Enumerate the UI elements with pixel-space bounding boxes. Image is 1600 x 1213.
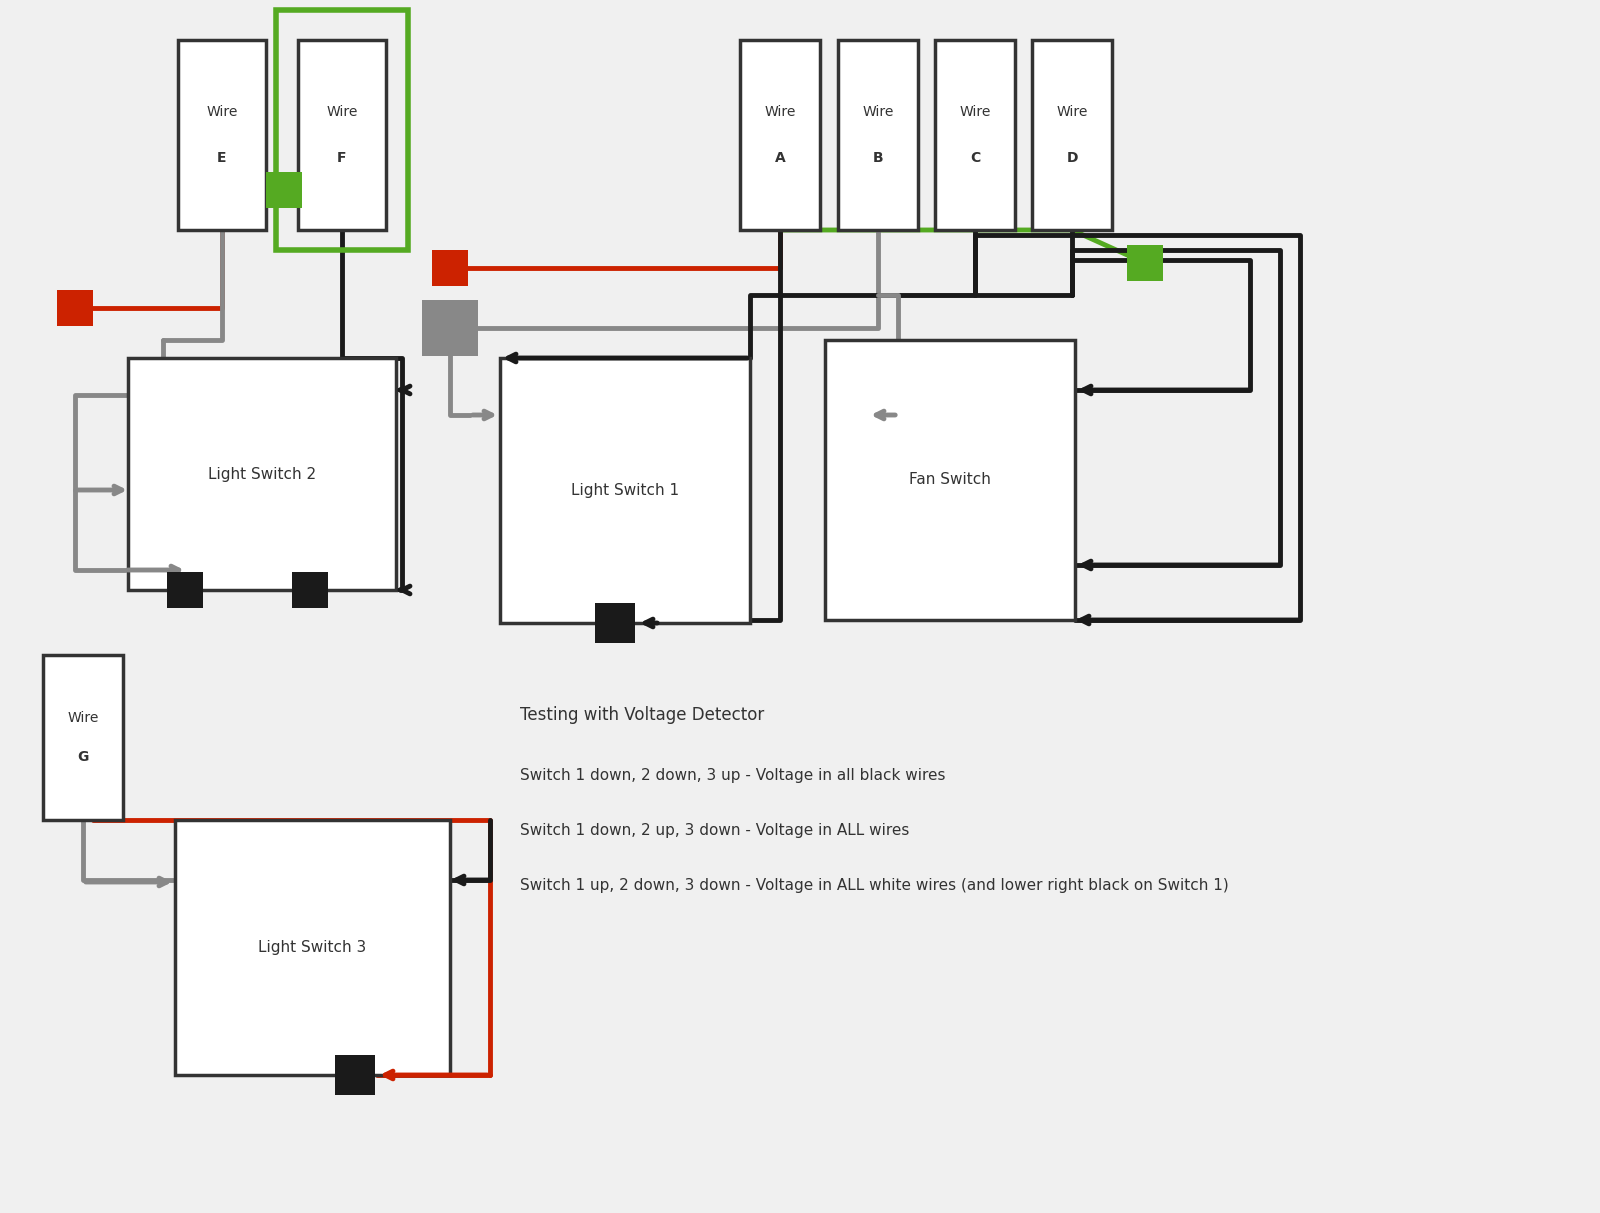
Bar (291, 573, 328, 608)
Text: Wire: Wire (326, 106, 358, 119)
Text: C: C (970, 150, 981, 165)
Bar (432, 250, 467, 286)
Text: Switch 1 down, 2 up, 3 down - Voltage in ALL wires: Switch 1 down, 2 up, 3 down - Voltage in… (520, 822, 909, 838)
Text: Light Switch 3: Light Switch 3 (258, 940, 366, 955)
Text: Fan Switch: Fan Switch (909, 473, 990, 488)
Text: Testing with Voltage Detector: Testing with Voltage Detector (520, 706, 765, 724)
Text: Wire: Wire (1056, 106, 1088, 119)
Bar (934, 40, 1014, 230)
Text: Wire: Wire (862, 106, 894, 119)
Text: Wire: Wire (765, 106, 795, 119)
Text: Light Switch 1: Light Switch 1 (571, 483, 678, 499)
Bar (1126, 245, 1163, 281)
Bar (595, 603, 635, 643)
Bar (277, 10, 408, 250)
Text: Wire: Wire (960, 106, 990, 119)
Bar (739, 40, 819, 230)
Bar (174, 820, 450, 1075)
Text: Switch 1 down, 2 down, 3 up - Voltage in all black wires: Switch 1 down, 2 down, 3 up - Voltage in… (520, 768, 946, 784)
Bar (826, 340, 1075, 620)
Text: E: E (218, 150, 227, 165)
Bar (43, 655, 123, 820)
Text: Switch 1 up, 2 down, 3 down - Voltage in ALL white wires (and lower right black : Switch 1 up, 2 down, 3 down - Voltage in… (520, 878, 1229, 893)
Bar (1032, 40, 1112, 230)
Bar (128, 358, 397, 590)
Text: B: B (872, 150, 883, 165)
Text: A: A (774, 150, 786, 165)
Bar (166, 573, 203, 608)
Bar (298, 40, 386, 230)
Bar (499, 358, 750, 623)
Bar (178, 40, 266, 230)
Bar (266, 172, 302, 207)
Text: G: G (77, 751, 88, 764)
Text: Wire: Wire (206, 106, 238, 119)
Text: Wire: Wire (67, 711, 99, 724)
Text: Light Switch 2: Light Switch 2 (208, 467, 317, 482)
Text: D: D (1066, 150, 1078, 165)
Text: F: F (338, 150, 347, 165)
Bar (422, 300, 478, 355)
Bar (838, 40, 918, 230)
Bar (334, 1055, 374, 1095)
Bar (58, 290, 93, 326)
